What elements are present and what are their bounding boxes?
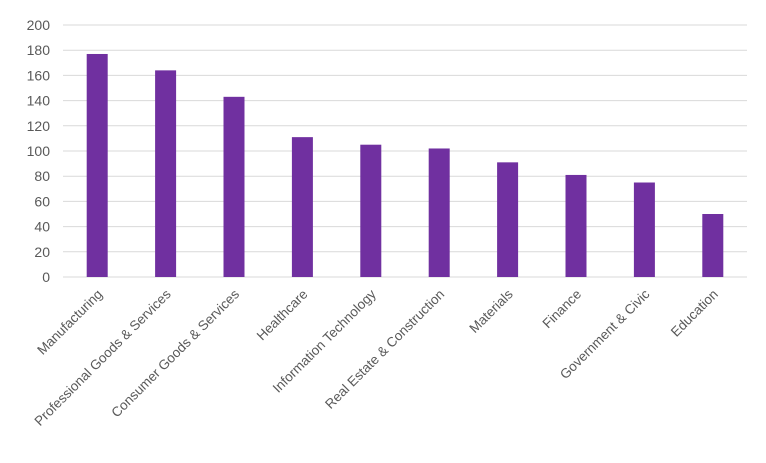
y-tick-label: 120 xyxy=(27,118,51,134)
y-tick-label: 0 xyxy=(42,269,50,285)
y-tick-label: 20 xyxy=(34,244,50,260)
gridlines xyxy=(63,24,747,278)
bar xyxy=(702,214,724,277)
y-tick-label: 140 xyxy=(27,93,51,109)
y-tick-label: 160 xyxy=(27,67,51,83)
y-tick-label: 100 xyxy=(27,143,51,159)
bar xyxy=(223,96,245,277)
bar xyxy=(565,174,587,277)
bar xyxy=(360,144,382,277)
x-category-label: Finance xyxy=(540,287,585,332)
x-category-label: Professional Goods & Services xyxy=(32,286,174,428)
x-category-label: Manufacturing xyxy=(34,287,105,358)
y-axis-tick-labels: 0 20 40 60 80 100 120 140 160 180 200 xyxy=(27,17,51,285)
x-category-label: Consumer Goods & Services xyxy=(108,286,242,420)
y-tick-label: 60 xyxy=(34,193,50,209)
y-tick-label: 200 xyxy=(27,17,51,33)
x-category-label: Education xyxy=(668,287,721,340)
bar xyxy=(291,137,313,277)
y-tick-label: 40 xyxy=(34,219,50,235)
y-tick-label: 80 xyxy=(34,168,50,184)
x-category-label: Materials xyxy=(466,286,516,336)
bar xyxy=(155,70,177,277)
bar xyxy=(633,182,655,277)
bar xyxy=(86,53,108,278)
x-category-label: Healthcare xyxy=(254,287,311,344)
y-tick-label: 180 xyxy=(27,42,51,58)
bar xyxy=(428,148,450,277)
bar xyxy=(497,162,519,277)
x-category-label: Real Estate & Construction xyxy=(322,287,447,412)
bars xyxy=(86,53,724,278)
